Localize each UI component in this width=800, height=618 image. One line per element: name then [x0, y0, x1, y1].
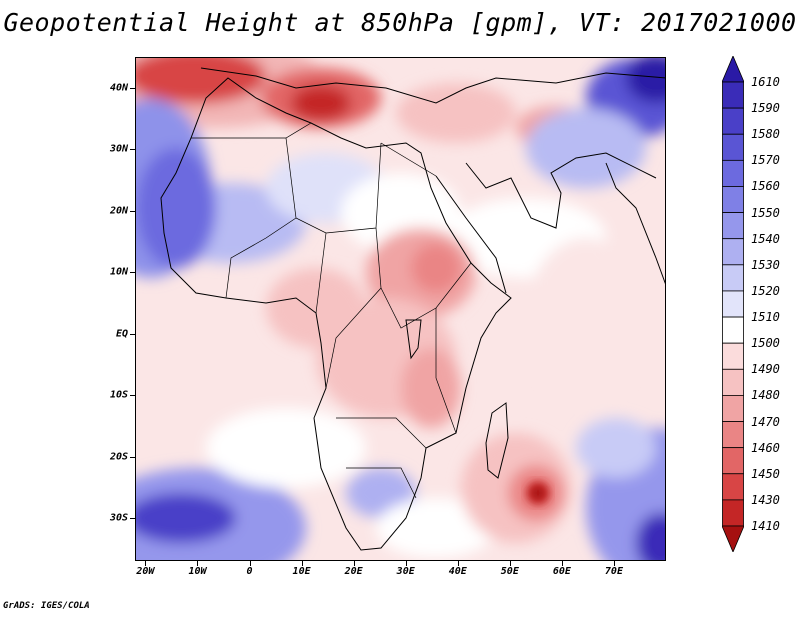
lat-tick	[130, 517, 135, 519]
lon-label: 0	[246, 566, 253, 577]
lat-label: 10N	[109, 266, 128, 278]
lat-tick	[130, 395, 135, 397]
lat-label: EQ	[115, 328, 128, 340]
map-title: Geopotential Height at 850hPa [gpm], VT:…	[3, 8, 797, 37]
geopotential-field	[136, 58, 665, 560]
lon-tick	[249, 561, 251, 566]
map-plot-area	[135, 57, 666, 561]
lat-tick	[130, 87, 135, 89]
colorbar-swatch	[722, 212, 744, 240]
colorbar-level-label: 1550	[751, 205, 780, 220]
arabia-coast	[465, 152, 657, 229]
colorbar	[721, 54, 745, 554]
colorbar-level-label: 1500	[751, 336, 780, 351]
colorbar-swatch	[722, 316, 744, 344]
lon-tick	[353, 561, 355, 566]
colorbar-swatch	[722, 107, 744, 135]
colorbar-top-arrow	[721, 54, 745, 83]
lat-tick	[130, 272, 135, 274]
colorbar-level-label: 1540	[751, 231, 780, 246]
colorbar-level-label: 1490	[751, 362, 780, 377]
colorbar-swatch	[722, 368, 744, 396]
lon-tick	[145, 561, 147, 566]
colorbar-swatch	[722, 238, 744, 266]
lat-label: 10S	[109, 389, 128, 401]
madagascar-outline	[485, 402, 509, 479]
colorbar-swatches	[721, 54, 745, 554]
lon-label: 70E	[604, 566, 623, 577]
red-sea-coast	[435, 175, 507, 294]
colorbar-level-label: 1450	[751, 466, 780, 481]
colorbar-level-label: 1610	[751, 75, 780, 89]
colorbar-level-label: 1410	[751, 519, 780, 533]
lat-label: 20N	[109, 205, 128, 217]
lat-tick	[130, 456, 135, 458]
lake-victoria	[405, 319, 422, 360]
colorbar-swatch	[722, 264, 744, 292]
colorbar-swatch	[722, 133, 744, 161]
lon-tick	[613, 561, 615, 566]
lon-tick	[301, 561, 303, 566]
colorbar-swatch	[722, 159, 744, 187]
coastlines	[160, 67, 665, 551]
colorbar-swatch	[722, 499, 744, 527]
lat-tick	[130, 210, 135, 212]
country-borders	[191, 122, 472, 499]
colorbar-level-label: 1530	[751, 257, 780, 272]
colorbar-swatch	[722, 290, 744, 318]
colorbar-level-label: 1580	[751, 127, 780, 142]
colorbar-level-label: 1590	[751, 101, 780, 116]
colorbar-swatch	[722, 81, 744, 109]
lon-tick	[197, 561, 199, 566]
lat-label: 30N	[109, 143, 128, 155]
lat-tick	[130, 333, 135, 335]
lon-label: 50E	[500, 566, 519, 577]
colorbar-level-label: 1430	[751, 492, 780, 507]
lon-label: 60E	[552, 566, 571, 577]
lon-label: 10E	[292, 566, 311, 577]
africa-outline	[160, 77, 512, 551]
lon-label: 20W	[136, 566, 155, 577]
india-coast	[605, 162, 665, 284]
lon-tick	[561, 561, 563, 566]
lon-label: 40E	[448, 566, 467, 577]
colorbar-level-label: 1480	[751, 388, 780, 403]
lat-tick	[130, 149, 135, 151]
colorbar-swatch	[722, 186, 744, 213]
colorbar-swatch	[722, 421, 744, 449]
colorbar-swatch	[722, 395, 744, 422]
colorbar-level-label: 1560	[751, 179, 780, 194]
colorbar-swatch	[722, 342, 744, 370]
colorbar-level-label: 1470	[751, 414, 780, 429]
lat-label: 30S	[109, 512, 128, 524]
colorbar-swatch	[722, 447, 744, 475]
colorbar-swatch	[722, 473, 744, 501]
grads-credit: GrADS: IGES/COLA	[3, 601, 90, 611]
colorbar-level-label: 1520	[751, 283, 780, 298]
lon-label: 10W	[188, 566, 207, 577]
lat-label: 20S	[109, 451, 128, 462]
colorbar-level-label: 1570	[751, 153, 780, 168]
lon-label: 20E	[344, 566, 363, 577]
lat-label: 40N	[109, 82, 128, 94]
lon-tick	[457, 561, 459, 566]
lon-tick	[509, 561, 511, 566]
lon-label: 30E	[396, 566, 415, 577]
mediterranean-coast	[200, 67, 665, 104]
lon-tick	[405, 561, 407, 566]
colorbar-level-label: 1460	[751, 440, 780, 455]
colorbar-bottom-arrow	[721, 525, 745, 554]
colorbar-level-label: 1510	[751, 310, 780, 325]
